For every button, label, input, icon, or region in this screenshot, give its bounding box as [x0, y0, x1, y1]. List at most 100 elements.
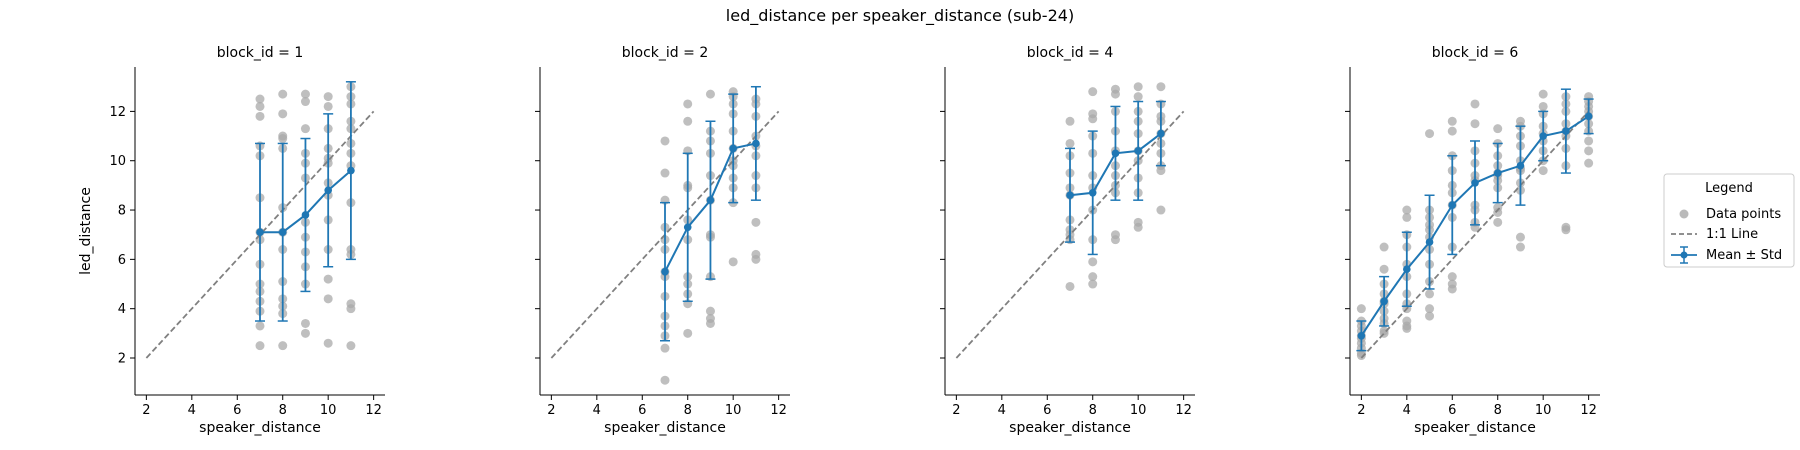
- data-point: [1402, 212, 1412, 222]
- x-axis-label: speaker_distance: [604, 420, 726, 436]
- mean-marker: [1562, 127, 1570, 135]
- mean-marker: [256, 228, 264, 237]
- mean-marker: [1493, 169, 1502, 177]
- data-point: [1447, 272, 1457, 282]
- mean-marker: [1425, 238, 1434, 246]
- legend-entry-data-points: Data points: [1706, 207, 1781, 222]
- data-point: [1156, 166, 1166, 176]
- data-point: [1538, 166, 1548, 176]
- figure-title: led_distance per speaker_distance (sub-2…: [726, 6, 1074, 26]
- x-tick-label: 12: [1175, 403, 1192, 418]
- x-tick-label: 12: [1580, 403, 1597, 418]
- panel-title: block_id = 2: [622, 45, 708, 61]
- legend-errorbar-marker: [1671, 246, 1697, 264]
- data-point: [323, 294, 333, 304]
- x-tick-label: 10: [320, 403, 337, 418]
- data-point: [1379, 264, 1389, 274]
- data-point: [1584, 136, 1594, 146]
- data-point: [705, 306, 715, 316]
- data-point: [1402, 205, 1412, 215]
- mean-marker: [1584, 112, 1593, 121]
- legend-title: Legend: [1705, 181, 1753, 196]
- x-tick-label: 4: [998, 403, 1006, 418]
- data-point: [1356, 304, 1366, 314]
- data-point: [683, 328, 693, 338]
- mean-marker: [347, 166, 355, 175]
- panel-block-2: block_id = 2 2 4 6 8 10 12 speaker_distance: [535, 45, 790, 436]
- x-axis-label: speaker_distance: [1414, 420, 1536, 436]
- y-tick-label: 8: [118, 204, 126, 219]
- data-point: [1088, 87, 1098, 97]
- panel-title: block_id = 6: [1432, 45, 1519, 61]
- data-point: [1470, 119, 1480, 129]
- data-point: [1425, 129, 1435, 139]
- legend-dot-marker: [1679, 209, 1689, 219]
- x-tick-label: 2: [952, 403, 960, 418]
- data-point: [300, 89, 310, 99]
- mean-marker: [278, 228, 287, 237]
- mean-marker: [1088, 188, 1097, 197]
- data-point: [1133, 222, 1143, 232]
- data-point: [1110, 235, 1120, 245]
- data-point: [255, 341, 265, 351]
- data-point: [1538, 89, 1548, 99]
- data-point: [1493, 217, 1503, 227]
- x-axis-label: speaker_distance: [1009, 420, 1131, 436]
- x-tick-label: 6: [1043, 403, 1051, 418]
- data-point: [1447, 116, 1457, 126]
- data-point: [1584, 146, 1594, 156]
- panel-block-1: block_id = 1 2 4 6 8 10 12 2 4 6 8 10 12 speaker_dist…: [78, 45, 385, 436]
- x-tick-label: 4: [593, 403, 601, 418]
- x-tick-label: 8: [1494, 403, 1502, 418]
- mean-marker: [1403, 265, 1411, 274]
- data-point: [705, 318, 715, 328]
- data-point: [660, 168, 670, 178]
- data-point: [751, 217, 761, 227]
- x-tick-label: 8: [684, 403, 692, 418]
- x-tick-label: 10: [1535, 403, 1552, 418]
- data-point: [1065, 281, 1075, 291]
- mean-marker: [1380, 297, 1388, 306]
- data-point: [1110, 89, 1120, 99]
- data-point: [1356, 351, 1366, 361]
- mean-marker: [1357, 332, 1366, 340]
- data-point: [323, 338, 333, 348]
- data-point: [1584, 158, 1594, 168]
- data-point: [660, 136, 670, 146]
- data-point: [255, 321, 265, 331]
- y-axis-label: led_distance: [78, 187, 94, 275]
- mean-marker: [752, 139, 760, 148]
- panel-block-3: block_id = 4 2 4 6 8 10 12 speaker_distance: [940, 45, 1195, 436]
- identity-line: [1360, 110, 1590, 359]
- mean-marker: [1471, 179, 1479, 187]
- mean-marker: [1134, 147, 1142, 155]
- data-point: [1425, 289, 1435, 299]
- mean-marker: [661, 267, 669, 276]
- x-tick-label: 8: [1089, 403, 1097, 418]
- mean-marker: [1448, 201, 1457, 209]
- x-tick-label: 10: [725, 403, 742, 418]
- mean-marker: [324, 186, 332, 195]
- data-point: [255, 101, 265, 111]
- data-point: [278, 134, 288, 144]
- data-point: [1561, 225, 1571, 235]
- x-tick-label: 6: [233, 403, 241, 418]
- data-point: [300, 328, 310, 338]
- legend-entry-mean-std: Mean ± Std: [1706, 248, 1782, 263]
- x-tick-label: 12: [770, 403, 787, 418]
- y-tick-label: 10: [109, 154, 126, 169]
- mean-marker: [1111, 149, 1120, 158]
- data-point: [1065, 116, 1075, 126]
- x-tick-label: 10: [1130, 403, 1147, 418]
- data-point: [300, 318, 310, 328]
- data-point: [1515, 242, 1525, 252]
- data-point: [255, 94, 265, 104]
- x-tick-label: 8: [279, 403, 287, 418]
- y-tick-label: 12: [109, 105, 126, 120]
- data-point: [660, 343, 670, 353]
- data-point: [1156, 205, 1166, 215]
- x-tick-label: 6: [638, 403, 646, 418]
- data-point: [1402, 323, 1412, 333]
- x-tick-label: 4: [1403, 403, 1411, 418]
- mean-marker: [683, 223, 692, 232]
